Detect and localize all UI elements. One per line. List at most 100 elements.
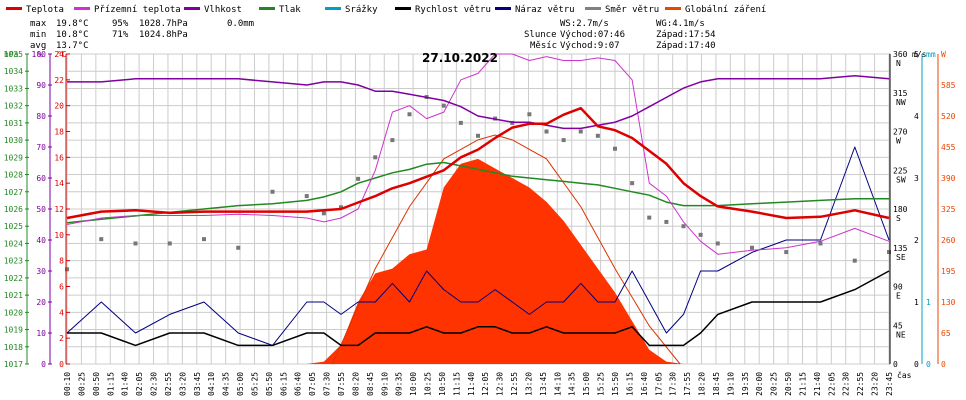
legend-swatch	[74, 7, 90, 10]
x-tick-label: 02:30	[150, 372, 159, 396]
x-tick-label: 13:20	[524, 372, 533, 396]
wind-direction-compass-label: S	[896, 214, 901, 223]
temperature-tick-label: 4	[59, 308, 64, 317]
wind-direction-point	[887, 250, 891, 255]
humidity-tick-label: 30	[36, 267, 46, 276]
wind-direction-point	[664, 219, 669, 224]
radiation-tick-label: 390	[941, 174, 956, 183]
wind-direction-tick-label: 360	[893, 50, 908, 59]
x-tick-label: 19:10	[726, 372, 735, 396]
x-tick-label: 14:10	[553, 372, 562, 396]
x-tick-label: 15:00	[582, 372, 591, 396]
pressure-tick-label: 1034	[4, 67, 23, 76]
theoretical-radiation-line	[331, 134, 681, 365]
humidity-tick-label: 10	[36, 329, 46, 338]
wind-speed-tick-label: 1	[914, 298, 919, 307]
x-tick-label: 04:35	[222, 372, 231, 396]
temperature-tick-label: 18	[54, 128, 64, 137]
pressure-tick-label: 1031	[4, 119, 23, 128]
x-tick-label: 05:25	[250, 372, 259, 396]
pressure-tick-label: 1023	[4, 257, 23, 266]
x-tick-label: 00:50	[92, 372, 101, 396]
legend-swatch	[395, 7, 411, 10]
wind-direction-point	[715, 241, 720, 246]
legend-swatch	[184, 7, 200, 10]
wind-direction-point	[818, 241, 823, 246]
x-tick-label: 12:30	[496, 372, 505, 396]
legend-swatch	[325, 7, 341, 10]
wind-direction-compass-label: E	[896, 292, 901, 301]
legend-swatch	[665, 7, 681, 10]
stats-max-pressure: 1028.7hPa	[139, 19, 188, 29]
wind-direction-point	[236, 245, 241, 250]
legend-label: Rychlost větru	[415, 5, 491, 15]
temperature-tick-label: 22	[54, 76, 64, 85]
wind-direction-point	[390, 138, 395, 143]
wind-direction-compass-label: NE	[896, 330, 906, 339]
temperature-tick-label: 8	[59, 257, 64, 266]
wind-direction-point	[99, 237, 104, 242]
wind-direction-point	[167, 241, 172, 246]
wind-direction-point	[133, 241, 138, 246]
wind-direction-point	[476, 133, 480, 138]
x-tick-label: 09:35	[395, 372, 404, 396]
x-tick-label: 10:50	[438, 372, 447, 396]
x-tick-label: 19:35	[741, 372, 750, 396]
legend-label: Globální záření	[685, 5, 766, 15]
humidity-tick-label: 20	[36, 298, 46, 307]
humidity-unit: %	[38, 50, 43, 59]
legend-label: Přízemní teplota	[94, 5, 181, 15]
wind-direction-point	[373, 155, 378, 160]
stats-max-label: max	[30, 19, 47, 29]
x-tick-label: 01:15	[106, 372, 115, 396]
legend-label: Srážky	[345, 5, 378, 15]
x-tick-label: 18:45	[712, 372, 721, 396]
wind-direction-point	[304, 194, 309, 199]
stats-wind-gust: WG:4.1m/s	[656, 19, 705, 29]
wind-direction-point	[852, 258, 857, 263]
chart-title: 27.10.2022	[422, 51, 498, 65]
wind-direction-point	[544, 129, 549, 134]
wind-direction-point	[270, 189, 275, 194]
wind-direction-point	[407, 112, 412, 117]
wind-direction-point	[458, 120, 463, 125]
pressure-tick-label: 1026	[4, 205, 23, 214]
rain-tick-label: 1	[926, 298, 931, 307]
temperature-tick-label: 14	[54, 179, 64, 188]
stats-min-label: min	[30, 30, 46, 40]
x-tick-label: 00:10	[63, 372, 72, 396]
pressure-tick-label: 1029	[4, 153, 23, 162]
humidity-tick-label: 0	[41, 360, 46, 369]
legend-label: Náraz větru	[515, 5, 575, 15]
wind-direction-tick-label: 315	[893, 89, 908, 98]
x-tick-label: 10:00	[409, 372, 418, 396]
x-tick-label: 17:30	[669, 372, 678, 396]
x-tick-label: 20:25	[770, 372, 779, 396]
wind-speed-tick-label: 2	[914, 236, 919, 245]
x-tick-label: 12:05	[481, 372, 490, 396]
pressure-tick-label: 1032	[4, 102, 23, 111]
x-tick-label: 17:55	[683, 372, 692, 396]
x-tick-label: 00:25	[77, 372, 86, 396]
x-tick-label: 01:40	[121, 372, 130, 396]
rain-tick-label: 0	[926, 360, 931, 369]
wind-direction-tick-label: 0	[893, 360, 898, 369]
pressure-tick-label: 1030	[4, 136, 23, 145]
wind-direction-compass-label: W	[896, 137, 901, 146]
rain-unit: mm	[926, 50, 936, 59]
x-tick-label: 22:05	[827, 372, 836, 396]
temperature-tick-label: 10	[54, 231, 64, 240]
wind-direction-point	[613, 146, 617, 151]
wind-direction-tick-label: 180	[893, 205, 908, 214]
pressure-tick-label: 1028	[4, 171, 23, 180]
wind-direction-tick-label: 270	[893, 128, 908, 137]
pressure-tick-label: 1018	[4, 343, 23, 352]
radiation-tick-label: 130	[941, 298, 956, 307]
x-tick-label: 22:30	[842, 372, 851, 396]
x-tick-label: 15:25	[597, 372, 606, 396]
pressure-unit: hPa	[4, 50, 19, 59]
pressure-tick-label: 1020	[4, 308, 23, 317]
x-tick-label: 07:30	[323, 372, 332, 396]
x-tick-label: 05:00	[236, 372, 245, 396]
